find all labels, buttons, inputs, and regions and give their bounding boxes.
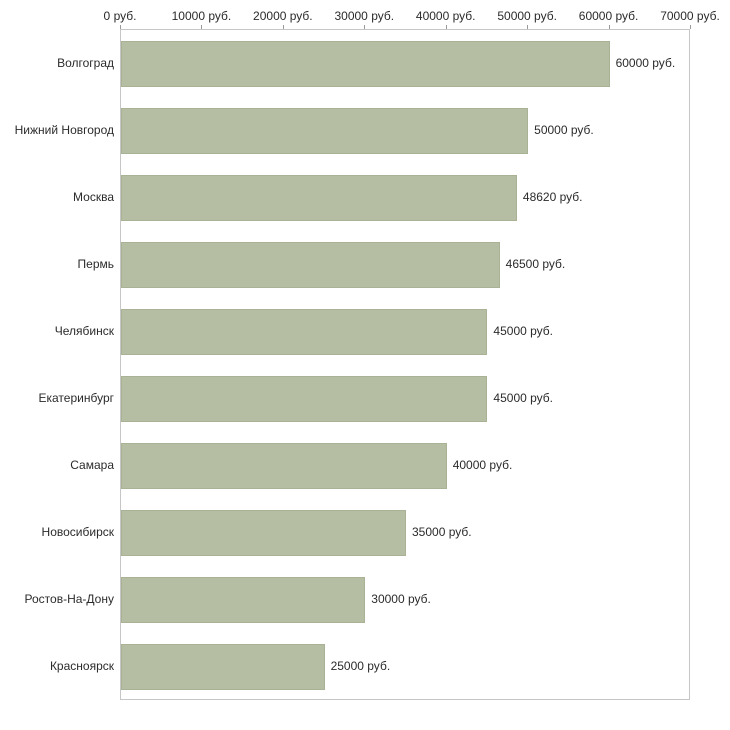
x-tick-mark [364,25,366,29]
value-label: 45000 руб. [493,391,554,406]
category-label: Новосибирск [41,525,114,540]
value-label: 30000 руб. [371,592,431,607]
category-label: Екатеринбург [38,391,115,406]
bar [121,308,488,355]
x-tick-mark [445,25,447,29]
category-label: Москва [73,189,114,204]
category-label: Нижний Новгород [14,122,114,137]
category-label: Волгоград [57,55,114,70]
x-tick-label: 60000 руб. [578,9,639,23]
bar [121,644,325,691]
value-label: 50000 руб. [534,122,594,137]
x-tick-label: 0 руб. [103,9,137,23]
x-tick-mark [201,25,203,29]
value-label: 48620 руб. [522,189,583,204]
category-label: Красноярск [49,659,114,674]
plot-area [120,29,690,700]
value-label: 46500 руб. [505,256,566,271]
x-tick-label: 50000 руб. [497,9,557,23]
category-label: Ростов-На-Дону [24,592,114,607]
x-tick-mark [120,25,121,29]
x-tick-label: 30000 руб. [334,9,395,23]
value-label: 45000 руб. [493,323,554,338]
x-tick-label: 40000 руб. [415,9,476,23]
value-label: 60000 руб. [615,55,676,70]
x-tick-mark [527,25,529,29]
value-label: 25000 руб. [330,659,391,674]
value-label: 35000 руб. [412,525,472,540]
bar [121,107,529,154]
value-label: 40000 руб. [452,458,513,473]
bar [121,40,610,87]
bar [121,443,447,490]
bar [121,376,488,423]
x-tick-label: 70000 руб. [660,9,720,23]
bar [121,577,366,624]
x-tick-label: 20000 руб. [253,9,313,23]
bar [121,510,406,557]
x-tick-mark [690,25,691,29]
bar [121,174,517,221]
category-label: Самара [70,458,114,473]
category-label: Пермь [77,256,114,271]
category-label: Челябинск [54,323,114,338]
x-tick-label: 10000 руб. [171,9,232,23]
x-tick-mark [282,25,284,29]
bar [121,241,500,288]
x-tick-mark [608,25,610,29]
